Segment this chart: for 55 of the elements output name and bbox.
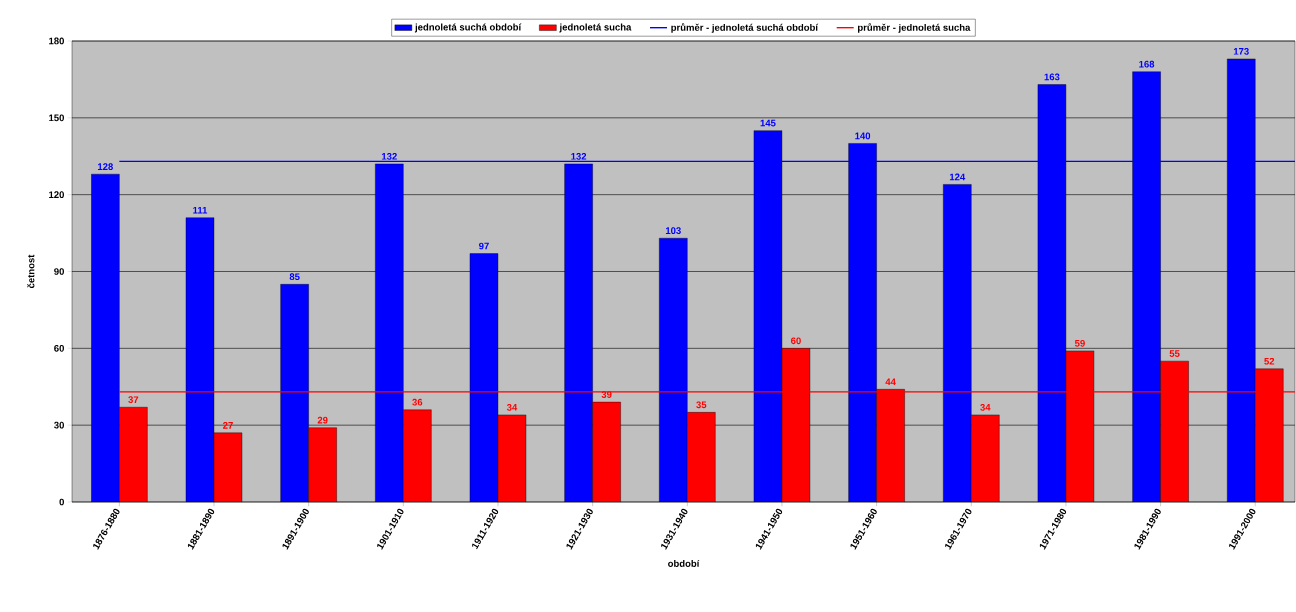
bar xyxy=(91,173,120,502)
bar xyxy=(280,284,309,502)
data-label: 52 xyxy=(1264,357,1275,365)
bar xyxy=(592,401,621,502)
legend-label: jednoletá sucha xyxy=(559,23,632,33)
data-label: 44 xyxy=(885,378,896,386)
data-label: 34 xyxy=(506,403,518,411)
data-label: 27 xyxy=(223,422,233,429)
data-label: 97 xyxy=(479,242,489,250)
data-label: 55 xyxy=(1169,350,1180,357)
x-axis-title: období xyxy=(668,559,700,567)
bar xyxy=(375,163,404,502)
legend-label: jednoletá suchá období xyxy=(414,23,522,33)
bar xyxy=(971,414,1000,502)
data-label: 34 xyxy=(980,403,991,411)
bar xyxy=(497,414,527,502)
y-axis-title: četnost xyxy=(27,254,35,289)
bar xyxy=(564,163,593,502)
data-label: 59 xyxy=(1074,339,1085,347)
y-tick-label: 60 xyxy=(54,344,64,352)
legend-label: průměr - jednoletá suchá období xyxy=(671,23,819,33)
bar xyxy=(119,407,148,502)
data-label: 173 xyxy=(1233,47,1249,55)
y-tick-label: 120 xyxy=(49,191,64,199)
data-label: 128 xyxy=(98,163,113,170)
legend-label: průměr - jednoletá sucha xyxy=(858,23,971,33)
data-label: 132 xyxy=(571,152,587,160)
data-label: 103 xyxy=(665,227,681,235)
y-tick-label: 30 xyxy=(54,421,64,429)
data-label: 29 xyxy=(317,416,328,424)
y-tick-label: 0 xyxy=(59,498,64,506)
data-label: 85 xyxy=(289,273,300,281)
data-label: 37 xyxy=(128,396,139,404)
bar xyxy=(943,184,972,502)
bar xyxy=(687,412,716,502)
y-tick-label: 150 xyxy=(49,114,64,122)
data-label: 163 xyxy=(1044,73,1060,81)
bar xyxy=(403,409,432,502)
bar xyxy=(213,432,243,502)
data-label: 140 xyxy=(855,132,871,140)
data-label: 60 xyxy=(791,337,801,345)
bar xyxy=(308,427,337,502)
data-label: 168 xyxy=(1139,60,1155,68)
data-label: 39 xyxy=(601,391,612,398)
data-label: 36 xyxy=(412,398,423,406)
data-label: 145 xyxy=(760,119,776,127)
bar xyxy=(185,217,215,502)
data-label: 124 xyxy=(949,173,966,181)
bar xyxy=(469,253,499,502)
bar xyxy=(659,238,688,502)
data-label: 132 xyxy=(381,152,397,160)
data-label: 111 xyxy=(193,206,208,214)
data-label: 35 xyxy=(696,401,707,409)
y-tick-label: 90 xyxy=(54,268,64,275)
y-tick-label: 180 xyxy=(49,37,64,45)
